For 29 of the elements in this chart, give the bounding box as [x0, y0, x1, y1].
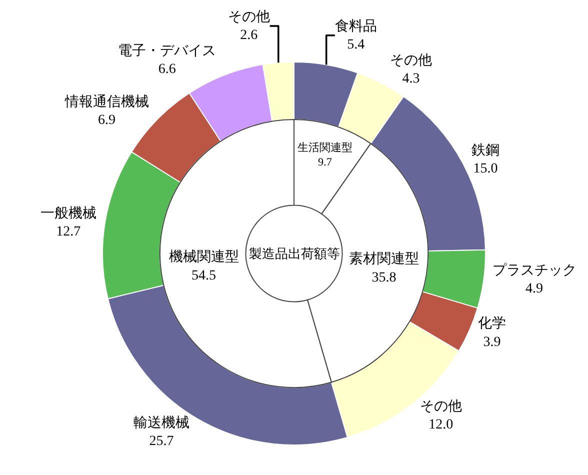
- slice-label: 鉄鋼: [472, 142, 500, 158]
- slice-label: 食料品: [334, 18, 377, 34]
- slice-label: プラスチック: [492, 262, 576, 278]
- data-label: 35.8: [372, 270, 396, 286]
- data-label: 3.9: [483, 334, 501, 350]
- slice-label: 化学: [478, 316, 506, 332]
- data-label: 2.6: [240, 28, 258, 44]
- data-label: 9.7: [318, 156, 332, 169]
- data-label: 5.4: [347, 38, 365, 53]
- text: 製造品出荷額等: [249, 246, 340, 261]
- data-label: 12.7: [56, 224, 81, 240]
- slice-label: 輸送機械: [134, 414, 190, 431]
- data-label: 6.6: [158, 62, 176, 78]
- data-label: 15.0: [473, 162, 498, 177]
- slice-label: 生活関連型: [297, 141, 352, 154]
- slice-label: 素材関連型: [348, 251, 419, 268]
- data-label: 4.9: [526, 282, 544, 297]
- slice-label: 電子・デバイス: [118, 43, 216, 60]
- data-label: 25.7: [149, 434, 174, 450]
- data-label: 6.9: [98, 113, 116, 128]
- slice-label: 一般機械: [40, 205, 96, 222]
- data-label: 4.3: [402, 72, 420, 87]
- slice-label: 機械関連型: [168, 249, 239, 266]
- data-label: 54.5: [192, 268, 216, 284]
- slice-label: その他: [390, 52, 432, 69]
- slice-label: その他: [228, 8, 270, 25]
- data-label: 12.0: [428, 418, 454, 433]
- slice-label: その他: [420, 398, 462, 414]
- slice-label: 情報通信機械: [64, 94, 149, 110]
